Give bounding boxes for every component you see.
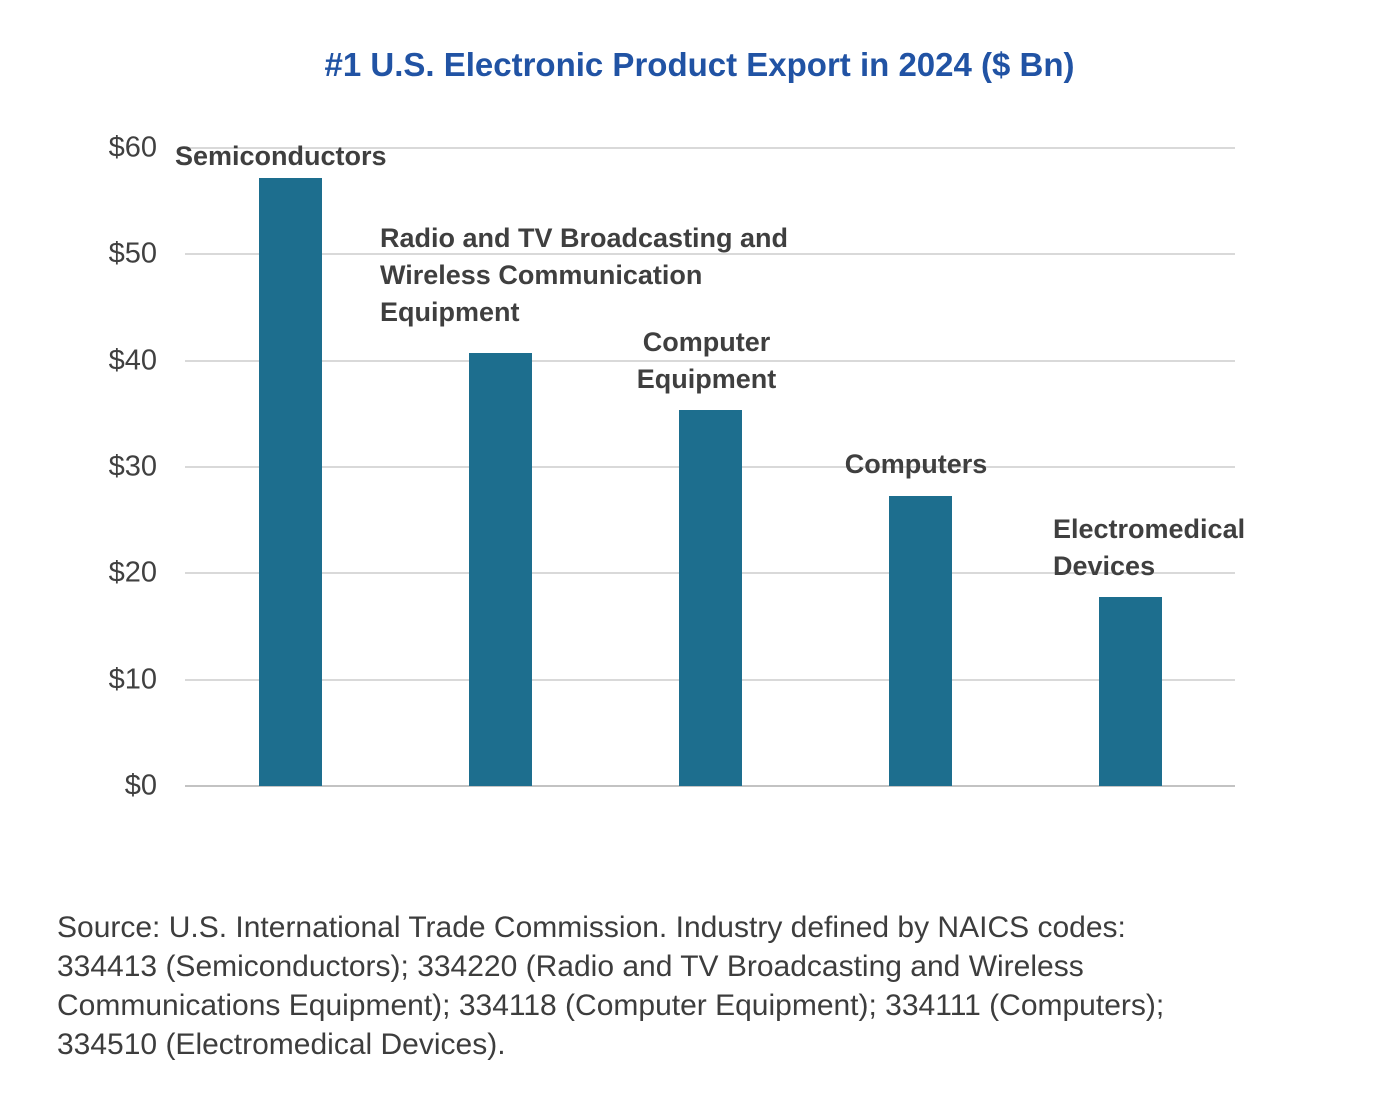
bar-3 xyxy=(888,495,952,786)
chart-title: #1 U.S. Electronic Product Export in 202… xyxy=(324,46,1075,83)
bar-label: Radio and TV Broadcasting and Wireless C… xyxy=(380,223,789,328)
bar-label: Computers xyxy=(844,448,988,479)
bar-chart-plot-area: $0 $10 $20 $30 $40 $50 $60 Semiconductors Radio … xyxy=(109,132,1245,802)
bar-label: Computer Equipment xyxy=(636,326,777,394)
bar-4 xyxy=(1098,596,1162,786)
y-axis-tick-label: $60 xyxy=(108,131,157,164)
gridline xyxy=(185,253,1235,256)
bar-0 xyxy=(258,177,322,786)
y-axis-tick-label: $40 xyxy=(108,344,157,377)
x-axis-line xyxy=(185,785,1235,787)
y-axis-tick-label: $30 xyxy=(108,450,157,483)
y-axis-tick-label: $10 xyxy=(108,663,157,696)
y-axis-tick-label: $50 xyxy=(108,237,157,270)
gridline xyxy=(185,147,1235,149)
bar-2 xyxy=(678,409,742,786)
gridline xyxy=(185,359,1235,362)
y-axis-tick-label: $20 xyxy=(108,556,157,589)
source-note: Source: U.S. International Trade Commiss… xyxy=(57,911,1165,1061)
y-axis-tick-label: $0 xyxy=(124,769,157,802)
bar-1 xyxy=(468,353,532,786)
bar-label: Semiconductors xyxy=(175,140,387,171)
bar-label: Electromedical Devices xyxy=(1053,513,1246,581)
